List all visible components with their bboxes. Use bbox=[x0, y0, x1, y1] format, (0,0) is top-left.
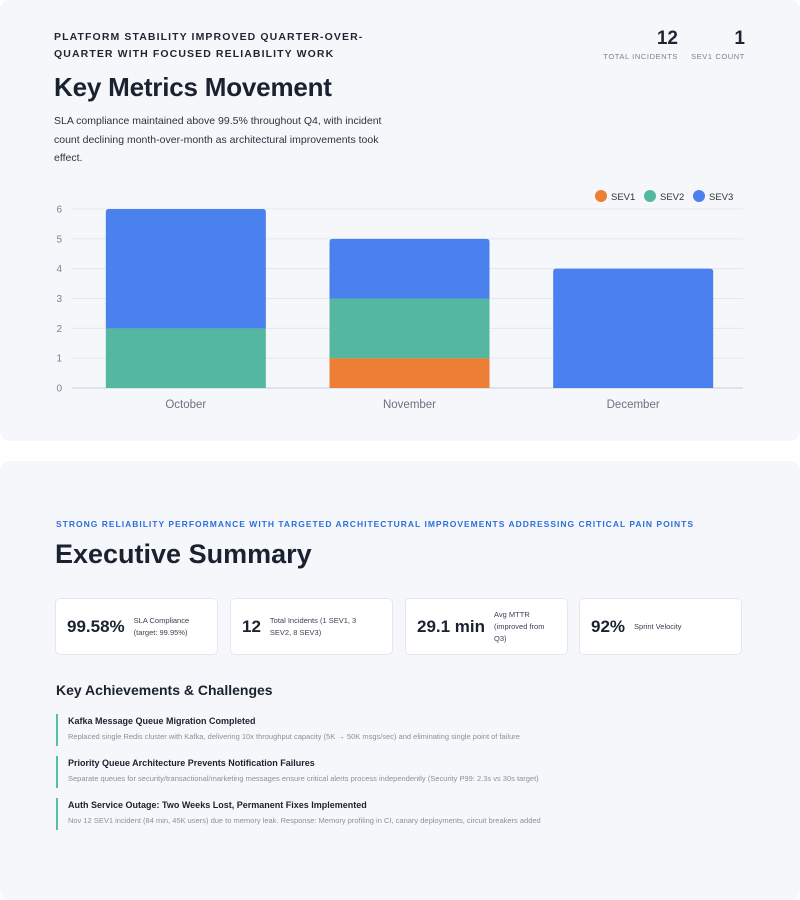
bar-segment-sev3 bbox=[553, 268, 714, 388]
achievement-description: Nov 12 SEV1 incident (84 min, 45K users)… bbox=[68, 816, 541, 825]
bar-segment-sev3 bbox=[105, 209, 266, 329]
legend-label-sev3: SEV3 bbox=[709, 192, 733, 203]
achievement-description: Separate queues for security/transaction… bbox=[68, 774, 539, 783]
y-tick-label: 3 bbox=[56, 294, 62, 305]
kpi-label: Sprint Velocity bbox=[634, 621, 682, 631]
slide-eyebrow: STRONG RELIABILITY PERFORMANCE WITH TARG… bbox=[56, 519, 695, 529]
achievement-description: Replaced single Redis cluster with Kafka… bbox=[68, 732, 520, 741]
slide-title: Key Metrics Movement bbox=[54, 72, 332, 102]
bar-segment-sev2 bbox=[329, 298, 490, 359]
achievement-item: Priority Queue Architecture Prevents Not… bbox=[56, 756, 746, 788]
y-tick-label: 0 bbox=[56, 384, 62, 395]
stat-label: TOTAL INCIDENTS bbox=[603, 52, 678, 61]
slide-subtitle: SLA compliance maintained above 99.5% th… bbox=[54, 115, 382, 164]
x-tick-label: October bbox=[165, 399, 206, 411]
kpi-row: 99.58% SLA Compliance (target: 99.95%) 1… bbox=[55, 598, 745, 656]
slide-eyebrow: PLATFORM STABILITY IMPROVED QUARTER-OVER… bbox=[54, 31, 364, 60]
x-tick-label: November bbox=[383, 399, 436, 411]
kpi-card-incidents: 12 Total Incidents (1 SEV1, 3 SEV2, 8 SE… bbox=[230, 598, 393, 655]
legend-label-sev1: SEV1 bbox=[611, 192, 635, 203]
y-tick-label: 1 bbox=[56, 354, 62, 365]
kpi-label: SLA Compliance (target: 99.95%) bbox=[133, 615, 190, 637]
achievement-title: Kafka Message Queue Migration Completed bbox=[68, 716, 256, 726]
key-metrics-slide: PLATFORM STABILITY IMPROVED QUARTER-OVER… bbox=[0, 0, 800, 441]
kpi-card-sla: 99.58% SLA Compliance (target: 99.95%) bbox=[55, 598, 218, 655]
section-title: Key Achievements & Challenges bbox=[56, 682, 273, 698]
incidents-stacked-bar-chart: 0 1 2 3 4 5 6 October November December SEV1 SEV2 SE… bbox=[56, 190, 743, 411]
kpi-card-mttr: 29.1 min Avg MTTR (improved from Q3) bbox=[405, 598, 568, 655]
y-tick-label: 5 bbox=[56, 234, 62, 245]
kpi-label: Avg MTTR (improved from Q3) bbox=[494, 609, 545, 643]
executive-summary-slide: STRONG RELIABILITY PERFORMANCE WITH TARG… bbox=[0, 461, 800, 900]
kpi-label: Total Incidents (1 SEV1, 3 SEV2, 8 SEV3) bbox=[269, 615, 357, 637]
slide-title: Executive Summary bbox=[55, 539, 312, 569]
y-tick-label: 4 bbox=[56, 264, 62, 275]
stat-label: SEV1 COUNT bbox=[691, 52, 745, 61]
legend-label-sev2: SEV2 bbox=[660, 192, 684, 203]
kpi-card-velocity: 92% Sprint Velocity bbox=[579, 598, 742, 655]
kpi-value: 99.58% bbox=[67, 616, 125, 636]
bar-segment-sev2 bbox=[105, 328, 266, 388]
kpi-value: 92% bbox=[591, 616, 626, 636]
achievement-item: Kafka Message Queue Migration Completed … bbox=[56, 714, 746, 746]
total-incidents-stat: 12 TOTAL INCIDENTS bbox=[603, 28, 678, 61]
y-tick-label: 6 bbox=[56, 205, 62, 216]
achievements-list: Kafka Message Queue Migration Completed … bbox=[56, 714, 746, 840]
stat-value: 1 bbox=[734, 28, 745, 49]
achievement-title: Auth Service Outage: Two Weeks Lost, Per… bbox=[68, 800, 367, 810]
legend-swatch-sev3 bbox=[693, 190, 705, 202]
achievement-item: Auth Service Outage: Two Weeks Lost, Per… bbox=[56, 798, 746, 830]
x-tick-label: December bbox=[607, 399, 660, 411]
y-tick-label: 2 bbox=[56, 324, 62, 335]
bar-segment-sev1 bbox=[329, 358, 490, 388]
legend-swatch-sev1 bbox=[595, 190, 607, 202]
kpi-value: 12 bbox=[242, 616, 261, 636]
kpi-value: 29.1 min bbox=[417, 616, 486, 636]
sev1-count-stat: 1 SEV1 COUNT bbox=[691, 28, 745, 61]
stat-value: 12 bbox=[656, 28, 678, 49]
achievement-title: Priority Queue Architecture Prevents Not… bbox=[68, 758, 315, 768]
bar-segment-sev3 bbox=[329, 238, 490, 299]
legend-swatch-sev2 bbox=[644, 190, 656, 202]
